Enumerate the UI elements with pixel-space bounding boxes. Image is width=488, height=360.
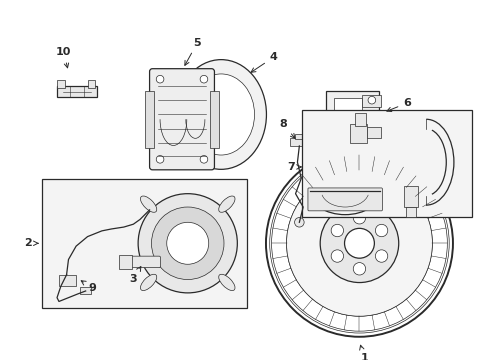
Bar <box>59 275 76 286</box>
Circle shape <box>188 123 200 135</box>
Bar <box>144 91 154 148</box>
Circle shape <box>375 224 387 237</box>
Circle shape <box>352 262 365 275</box>
Text: 8: 8 <box>279 119 294 138</box>
Circle shape <box>156 75 163 83</box>
Circle shape <box>181 116 207 142</box>
Ellipse shape <box>218 274 235 291</box>
Bar <box>294 134 302 139</box>
Bar <box>289 138 323 146</box>
Circle shape <box>344 228 374 258</box>
Circle shape <box>200 75 207 83</box>
Circle shape <box>367 96 375 104</box>
Text: 7: 7 <box>286 162 301 172</box>
FancyBboxPatch shape <box>307 188 382 211</box>
Bar <box>57 86 97 97</box>
Ellipse shape <box>140 196 157 212</box>
Circle shape <box>375 250 387 262</box>
Circle shape <box>151 207 224 279</box>
Bar <box>57 80 64 88</box>
Text: 6: 6 <box>386 98 410 112</box>
Bar <box>302 110 471 217</box>
Ellipse shape <box>187 74 254 155</box>
Text: 10: 10 <box>56 48 71 68</box>
Bar <box>349 124 366 143</box>
Bar <box>119 255 132 269</box>
Text: 9: 9 <box>81 281 96 293</box>
Bar <box>362 95 381 107</box>
Bar <box>362 113 381 124</box>
Bar <box>80 287 91 294</box>
FancyBboxPatch shape <box>129 256 160 267</box>
Bar <box>404 186 417 207</box>
Bar <box>41 179 246 308</box>
Circle shape <box>190 145 209 164</box>
Circle shape <box>294 217 304 227</box>
Ellipse shape <box>218 196 235 212</box>
Bar <box>87 80 95 88</box>
Circle shape <box>156 156 163 163</box>
Text: 5: 5 <box>184 38 201 65</box>
Bar <box>310 134 318 139</box>
Circle shape <box>166 222 208 264</box>
Circle shape <box>330 250 343 262</box>
Circle shape <box>200 156 207 163</box>
Bar <box>209 91 219 148</box>
Bar <box>325 91 378 129</box>
Ellipse shape <box>140 274 157 291</box>
Text: 3: 3 <box>129 267 141 284</box>
Ellipse shape <box>176 60 266 169</box>
Circle shape <box>138 194 237 293</box>
Circle shape <box>330 224 343 237</box>
Text: 1: 1 <box>359 345 367 360</box>
Bar <box>354 113 366 126</box>
Bar <box>333 98 362 122</box>
Circle shape <box>320 204 398 283</box>
Bar <box>406 207 415 217</box>
Text: 4: 4 <box>250 52 277 72</box>
FancyBboxPatch shape <box>149 69 214 170</box>
Circle shape <box>286 170 431 316</box>
Circle shape <box>352 212 365 224</box>
Bar <box>366 127 381 138</box>
Text: 2: 2 <box>24 238 38 248</box>
